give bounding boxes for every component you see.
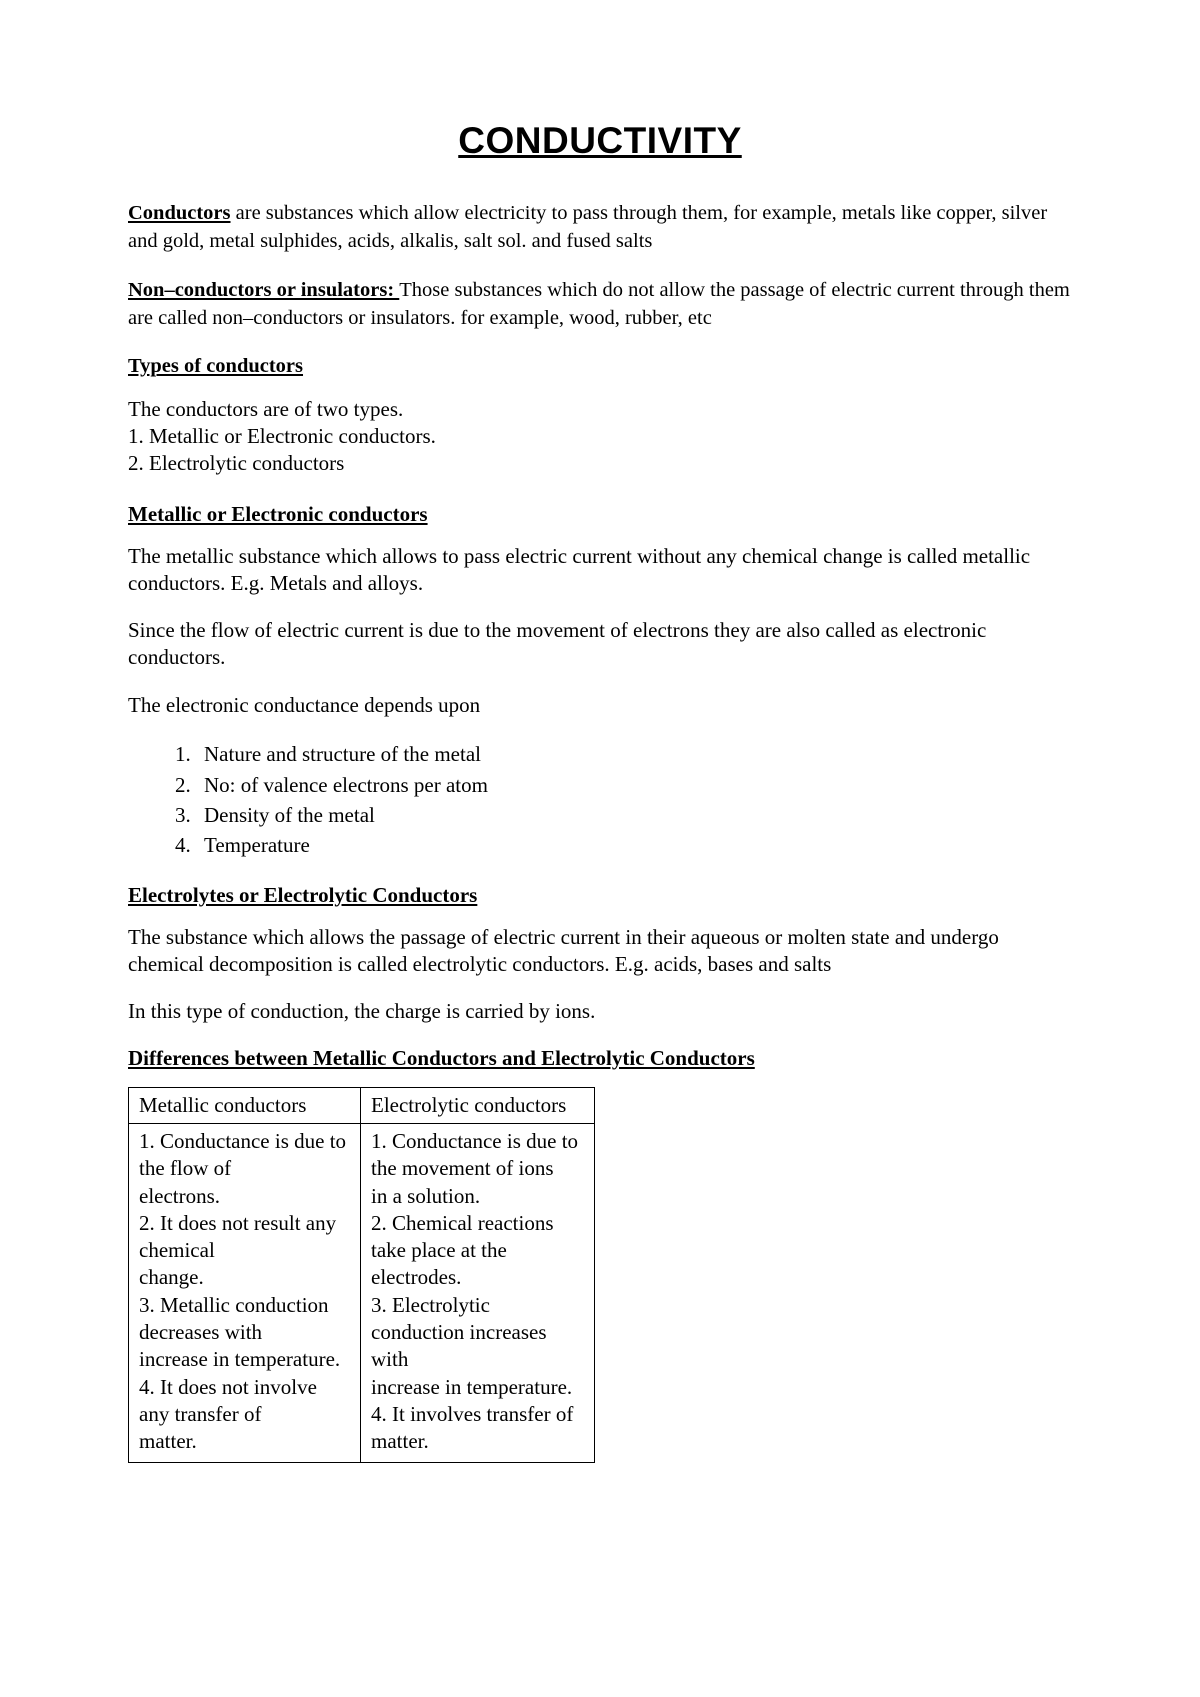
definition-insulators: Non–conductors or insulators: Those subs…: [128, 277, 1072, 332]
lead-term-conductors: Conductors: [128, 202, 231, 224]
types-intro-line: The conductors are of two types.: [128, 396, 1072, 423]
depends-list-item: Density of the metal: [196, 800, 1072, 830]
table-cell: 1. Conductance is due to the flow of ele…: [129, 1124, 361, 1463]
types-list-block: The conductors are of two types. 1. Meta…: [128, 396, 1072, 478]
heading-electrolytic: Electrolytes or Electrolytic Conductors: [128, 883, 1072, 908]
metallic-paragraph: The electronic conductance depends upon: [128, 692, 1072, 719]
types-list-item: 2. Electrolytic conductors: [128, 450, 1072, 477]
table-cell-text: 1. Conductance is due to the movement of…: [371, 1128, 584, 1456]
heading-types: Types of conductors: [128, 355, 1072, 378]
depends-list: Nature and structure of the metal No: of…: [128, 739, 1072, 861]
differences-table: Metallic conductors Electrolytic conduct…: [128, 1087, 595, 1463]
page-title: CONDUCTIVITY: [128, 120, 1072, 162]
definition-conductors: Conductors are substances which allow el…: [128, 200, 1072, 255]
metallic-paragraph: The metallic substance which allows to p…: [128, 543, 1072, 598]
lead-term-insulators: Non–conductors or insulators:: [128, 279, 399, 301]
table-cell-text: 1. Conductance is due to the flow of ele…: [139, 1128, 350, 1456]
definition-conductors-text: are substances which allow electricity t…: [128, 202, 1047, 252]
table-header-cell: Metallic conductors: [129, 1087, 361, 1123]
electrolytic-paragraph: In this type of conduction, the charge i…: [128, 998, 1072, 1025]
table-header-row: Metallic conductors Electrolytic conduct…: [129, 1087, 595, 1123]
metallic-paragraph: Since the flow of electric current is du…: [128, 617, 1072, 672]
depends-list-item: Temperature: [196, 830, 1072, 860]
table-row: 1. Conductance is due to the flow of ele…: [129, 1124, 595, 1463]
depends-list-item: Nature and structure of the metal: [196, 739, 1072, 769]
table-cell: 1. Conductance is due to the movement of…: [361, 1124, 595, 1463]
table-header-cell: Electrolytic conductors: [361, 1087, 595, 1123]
electrolytic-paragraph: The substance which allows the passage o…: [128, 924, 1072, 979]
document-page: CONDUCTIVITY Conductors are substances w…: [0, 0, 1200, 1697]
heading-metallic: Metallic or Electronic conductors: [128, 502, 1072, 527]
types-list-item: 1. Metallic or Electronic conductors.: [128, 423, 1072, 450]
heading-differences: Differences between Metallic Conductors …: [128, 1046, 1072, 1071]
depends-list-item: No: of valence electrons per atom: [196, 770, 1072, 800]
